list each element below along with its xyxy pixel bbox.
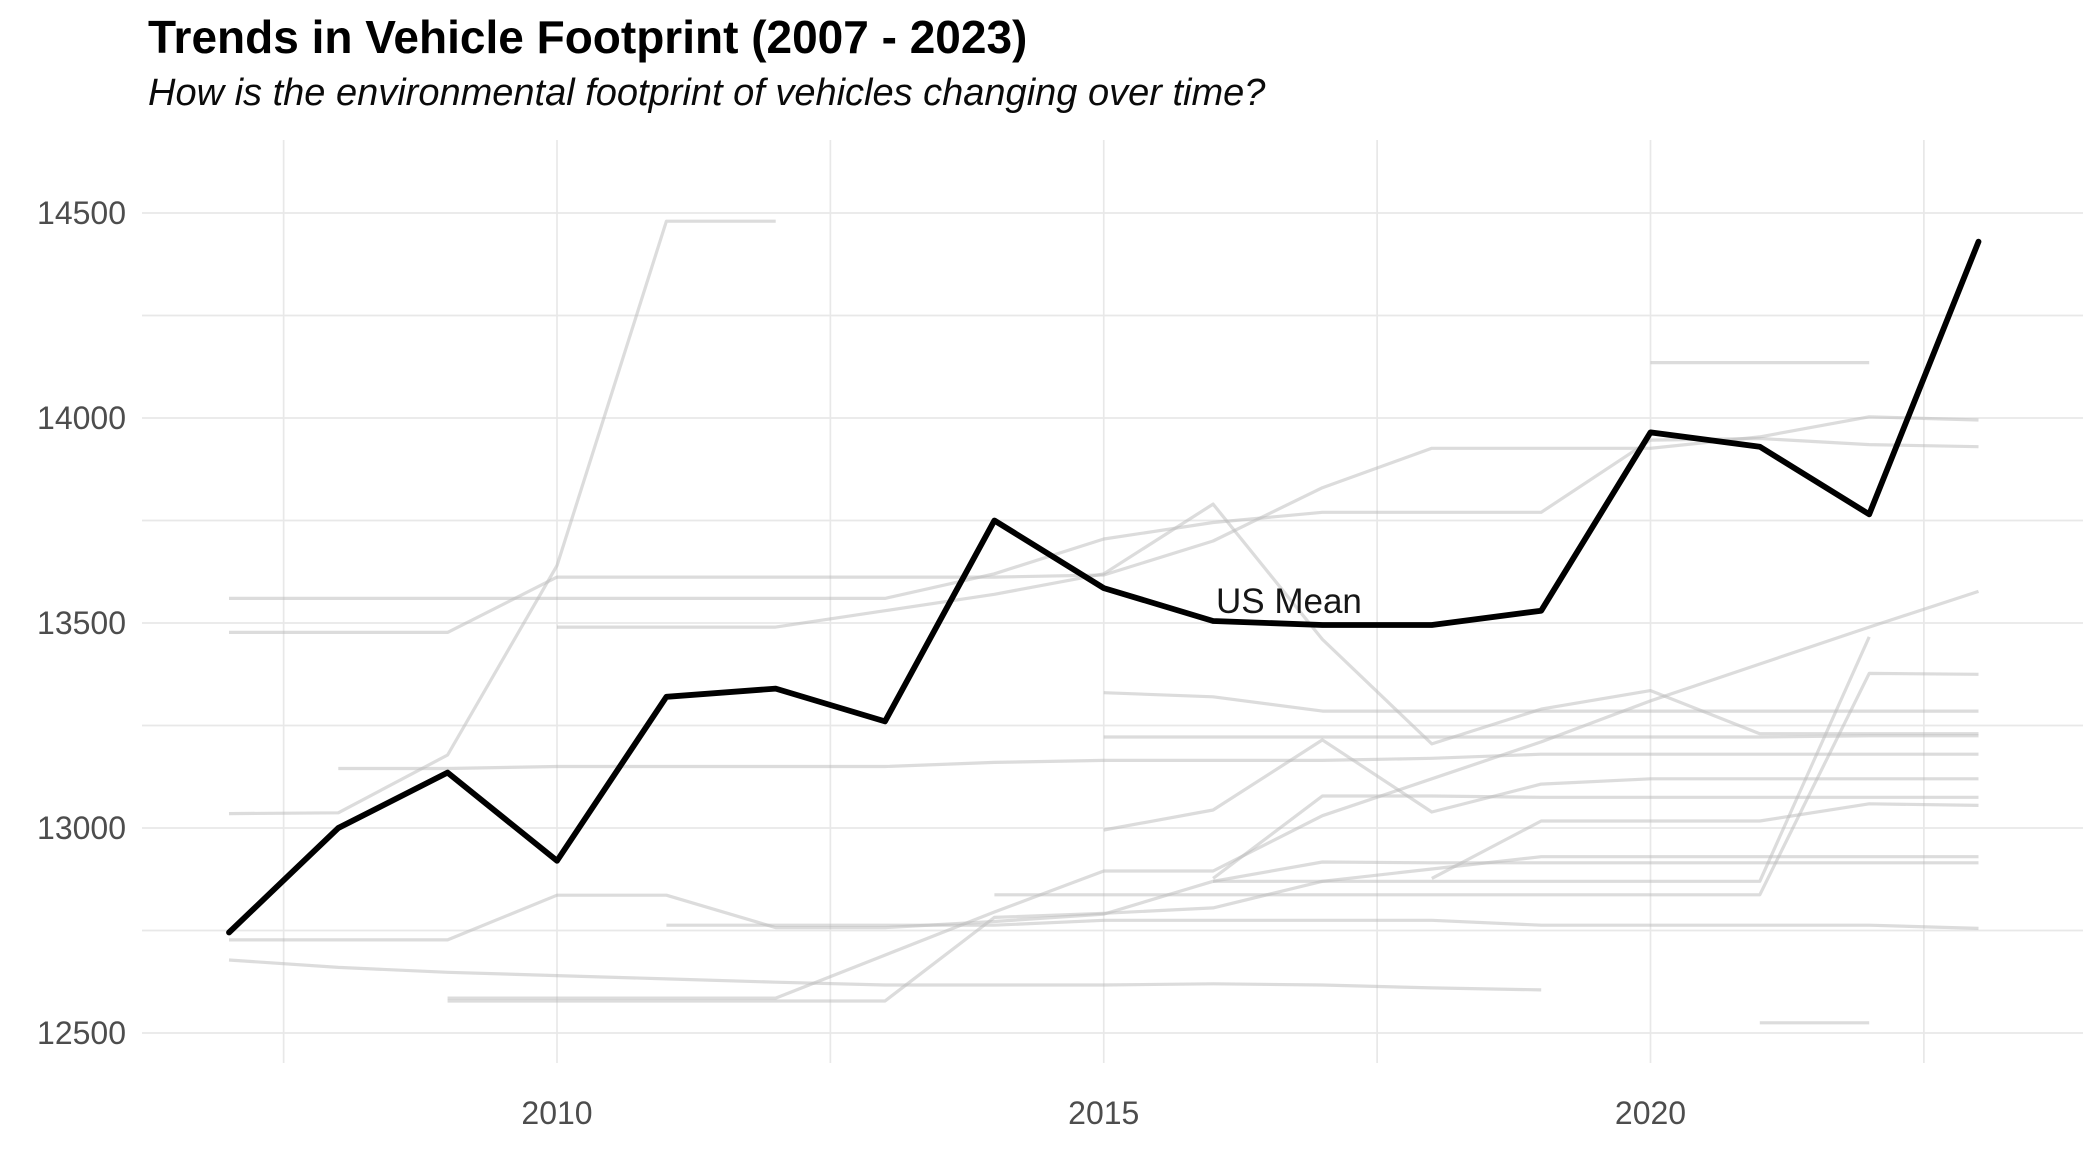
grid-layer	[142, 140, 2083, 1063]
background-line-state-f	[447, 855, 1979, 1003]
us-mean-annotation: US Mean	[1216, 582, 1362, 621]
background-line-state-n	[1103, 738, 1979, 832]
y-tick-13500: 13500	[37, 605, 126, 641]
axis-layer: 12500 13000 13500 14000 14500 2010 2015 2020	[37, 195, 1686, 1131]
y-tick-13000: 13000	[37, 810, 126, 846]
background-line-state-h	[994, 671, 1979, 897]
x-tick-2010: 2010	[521, 1095, 592, 1131]
x-tick-2015: 2015	[1068, 1095, 1139, 1131]
series-layer	[226, 219, 1982, 1025]
background-line-state-o	[1431, 802, 1979, 880]
background-line-state-q	[666, 918, 1979, 930]
background-line-state-r	[1212, 794, 1979, 880]
background-line-state-k	[1103, 734, 1979, 739]
background-line-state-m	[338, 752, 1979, 771]
background-line-state-i	[1213, 636, 1871, 883]
x-tick-2020: 2020	[1615, 1095, 1686, 1131]
y-tick-12500: 12500	[37, 1015, 126, 1051]
us-mean-line	[226, 238, 1982, 936]
chart-title: Trends in Vehicle Footprint (2007 - 2023…	[148, 11, 1028, 63]
y-tick-14500: 14500	[37, 195, 126, 231]
background-line-state-e	[228, 958, 1870, 1025]
background-line-state-g	[447, 589, 1979, 1000]
y-tick-14000: 14000	[37, 400, 126, 436]
chart-subtitle: How is the environmental footprint of ve…	[148, 72, 1266, 114]
background-line-state-j	[1103, 691, 1979, 713]
background-line-state-l	[557, 502, 1979, 746]
background-line-state-c	[228, 219, 776, 816]
